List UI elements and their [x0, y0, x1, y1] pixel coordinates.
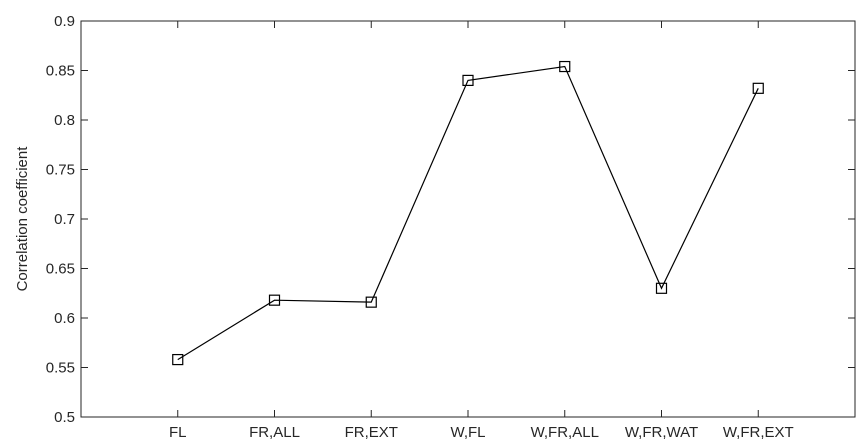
y-tick-label: 0.5 — [54, 409, 75, 426]
y-tick-label: 0.8 — [54, 112, 75, 129]
x-tick-label: W,FR,EXT — [723, 424, 794, 439]
x-tick-label: FR,ALL — [249, 424, 300, 439]
x-axis-ticks: FL FR,ALL FR,EXT W,FL W,FR,ALL W,FR,WAT W,FR,E… — [169, 21, 794, 439]
y-tick-label: 0.7 — [54, 211, 75, 228]
data-point-marker — [462, 74, 474, 87]
data-point-marker — [559, 60, 571, 73]
y-tick-label: 0.65 — [46, 261, 75, 278]
x-tick-label: W,FL — [450, 424, 485, 439]
data-point-marker — [752, 82, 764, 94]
plot-area — [80, 20, 856, 418]
y-tick-label: 0.85 — [46, 63, 75, 80]
y-tick-label: 0.75 — [46, 162, 75, 179]
data-point-marker — [268, 294, 281, 306]
x-tick-label: FR,EXT — [345, 424, 398, 439]
series-line — [177, 65, 759, 361]
data-point-marker — [655, 282, 668, 294]
data-point-marker — [172, 353, 184, 366]
y-tick-label: 0.6 — [54, 310, 75, 327]
y-axis-label: Correlation coefficient — [14, 146, 31, 292]
data-point-marker — [365, 296, 377, 308]
x-tick-label: FL — [169, 424, 187, 439]
y-tick-label: 0.55 — [46, 360, 75, 377]
y-tick-label: 0.9 — [54, 13, 75, 30]
x-tick-label: W,FR,WAT — [625, 424, 698, 439]
series-group — [172, 60, 764, 366]
x-tick-label: W,FR,ALL — [531, 424, 599, 439]
y-axis-ticks: 0.5 0.55 0.6 0.65 0.7 0.75 0.8 0.85 0.9 — [46, 13, 855, 426]
